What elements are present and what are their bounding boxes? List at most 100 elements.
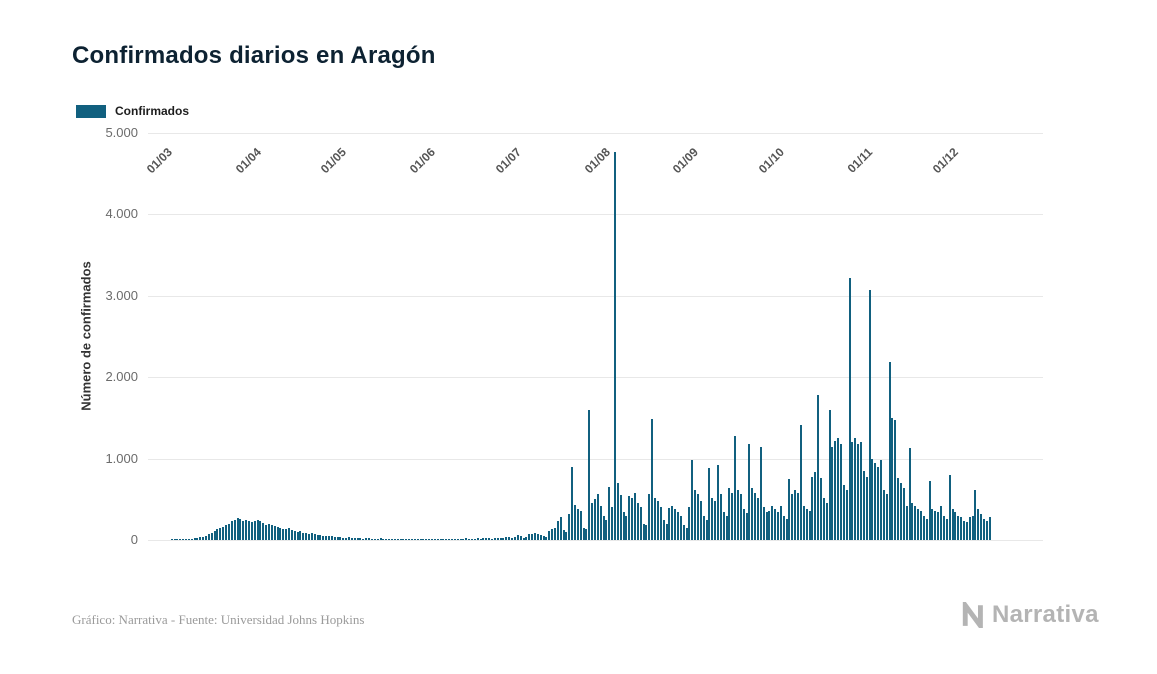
bar xyxy=(345,538,348,540)
bar xyxy=(937,512,940,540)
bar xyxy=(465,538,468,540)
bar xyxy=(436,539,439,540)
bar xyxy=(842,484,845,540)
bar xyxy=(522,537,525,540)
bar xyxy=(568,514,571,540)
bar xyxy=(908,448,911,540)
bar xyxy=(648,494,651,540)
bar xyxy=(282,528,285,540)
gridline xyxy=(148,295,1043,297)
bar xyxy=(376,539,379,540)
x-axis-tick-label: 01/10 xyxy=(755,145,787,177)
bar xyxy=(439,539,442,540)
bar xyxy=(636,502,639,540)
bar xyxy=(737,489,739,540)
legend: Confirmados xyxy=(76,104,189,118)
bar xyxy=(296,531,299,540)
bar xyxy=(888,361,891,540)
bar xyxy=(250,522,253,540)
bar xyxy=(948,474,951,540)
y-axis-title: Número de confirmados xyxy=(78,261,94,411)
bar xyxy=(453,539,456,540)
bar xyxy=(319,535,322,540)
bar xyxy=(614,151,617,540)
y-axis-tick-label: 3.000 xyxy=(105,287,138,303)
bar xyxy=(659,507,662,540)
bar xyxy=(390,539,393,540)
bar xyxy=(802,505,805,540)
bar xyxy=(533,532,536,540)
bar xyxy=(891,417,894,540)
bar xyxy=(556,520,559,540)
bar xyxy=(668,508,671,540)
bar xyxy=(333,536,336,540)
bar xyxy=(920,510,923,540)
gridline xyxy=(148,540,1043,541)
x-axis-tick-label: 01/06 xyxy=(406,145,439,177)
bar xyxy=(705,519,708,540)
bar xyxy=(508,537,511,540)
bar xyxy=(831,447,834,540)
bar xyxy=(739,494,742,540)
bar xyxy=(731,492,734,540)
bar xyxy=(396,539,399,540)
bar xyxy=(619,495,622,540)
bar xyxy=(393,539,396,540)
bar xyxy=(536,533,539,540)
bar xyxy=(471,538,474,540)
bar xyxy=(685,527,688,540)
bar xyxy=(696,494,699,540)
bar xyxy=(768,510,771,540)
bar xyxy=(691,460,694,540)
x-axis-tick-label: 01/08 xyxy=(581,145,613,177)
bar xyxy=(225,525,228,540)
bar xyxy=(233,519,236,540)
bar xyxy=(245,519,248,540)
bar xyxy=(476,538,479,540)
bar xyxy=(256,519,259,540)
bar xyxy=(799,425,802,540)
bar xyxy=(722,511,725,540)
bar xyxy=(625,515,628,540)
bar xyxy=(502,537,505,540)
bar xyxy=(468,538,471,540)
bar xyxy=(428,539,431,540)
bar xyxy=(654,497,657,540)
x-axis-tick-label: 01/11 xyxy=(844,145,876,176)
bar xyxy=(193,538,196,540)
bar xyxy=(408,539,411,540)
legend-label: Confirmados xyxy=(115,104,190,118)
bar xyxy=(359,538,362,540)
bar xyxy=(914,505,917,540)
bar xyxy=(977,509,980,540)
bar xyxy=(779,505,782,540)
bar xyxy=(273,526,276,540)
bar xyxy=(573,505,576,540)
bar xyxy=(545,536,548,540)
gridline xyxy=(148,458,1043,460)
bar xyxy=(462,539,465,540)
bar xyxy=(370,538,373,540)
bar xyxy=(931,509,934,540)
bar xyxy=(980,514,983,540)
bar xyxy=(388,538,391,540)
bar xyxy=(868,290,871,540)
bar xyxy=(857,443,860,540)
bar xyxy=(239,518,242,540)
bar xyxy=(205,535,208,540)
bar xyxy=(674,509,677,540)
bar xyxy=(242,520,245,540)
bar xyxy=(745,513,748,540)
bar xyxy=(579,510,582,540)
bar xyxy=(493,537,496,540)
bar xyxy=(551,529,554,540)
bar xyxy=(382,539,385,540)
bar xyxy=(562,530,565,540)
bar xyxy=(402,539,405,540)
bar xyxy=(759,447,762,540)
bar xyxy=(405,539,408,540)
bar xyxy=(719,494,722,540)
bar xyxy=(196,537,199,540)
bar xyxy=(187,539,190,540)
bar xyxy=(328,536,331,540)
